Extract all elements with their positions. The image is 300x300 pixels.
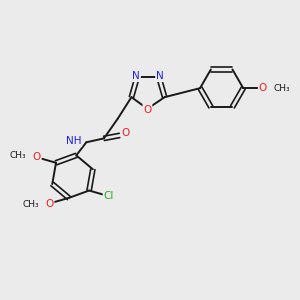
- Text: CH₃: CH₃: [274, 84, 290, 93]
- Text: O: O: [143, 105, 152, 115]
- Text: O: O: [259, 83, 267, 93]
- Text: CH₃: CH₃: [23, 200, 39, 209]
- Text: N: N: [132, 71, 140, 81]
- Text: O: O: [32, 152, 40, 162]
- Text: NH: NH: [66, 136, 81, 146]
- Text: N: N: [156, 71, 164, 81]
- Text: Cl: Cl: [103, 191, 114, 201]
- Text: O: O: [45, 199, 53, 209]
- Text: CH₃: CH₃: [10, 152, 27, 160]
- Text: O: O: [122, 128, 130, 139]
